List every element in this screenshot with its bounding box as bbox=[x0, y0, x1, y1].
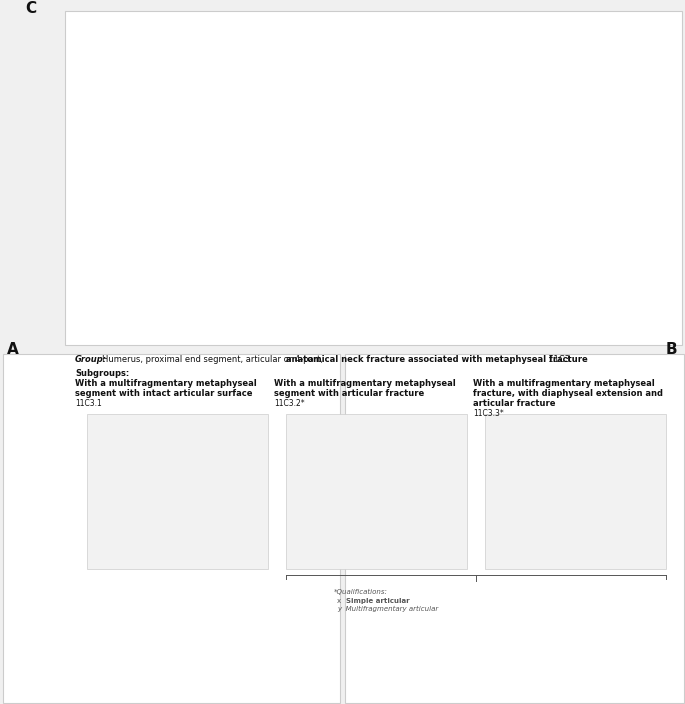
Text: 11C3: 11C3 bbox=[543, 355, 570, 364]
Text: Humerus, proximal end segment, articular or 4-part,: Humerus, proximal end segment, articular… bbox=[102, 355, 323, 364]
Bar bbox=[286, 414, 466, 569]
Bar bbox=[3, 354, 340, 703]
Text: B: B bbox=[666, 342, 677, 357]
Bar bbox=[87, 414, 268, 569]
Text: *Qualifications:: *Qualifications: bbox=[334, 589, 388, 595]
Text: Subgroups:: Subgroups: bbox=[75, 369, 129, 378]
Text: Simple articular: Simple articular bbox=[346, 598, 410, 604]
Text: segment with intact articular surface: segment with intact articular surface bbox=[75, 389, 253, 398]
Text: articular fracture: articular fracture bbox=[473, 399, 556, 408]
Text: With a multifragmentary metaphyseal: With a multifragmentary metaphyseal bbox=[473, 379, 654, 388]
Bar bbox=[485, 414, 666, 569]
Bar bbox=[65, 11, 682, 345]
Text: A: A bbox=[6, 342, 18, 357]
Text: x: x bbox=[337, 598, 345, 604]
Text: anatomical neck fracture associated with metaphyseal fracture: anatomical neck fracture associated with… bbox=[283, 355, 588, 364]
Text: 11C3.3*: 11C3.3* bbox=[473, 409, 503, 418]
Bar bbox=[345, 354, 684, 703]
Text: y  Multifragmentary articular: y Multifragmentary articular bbox=[337, 606, 438, 612]
Text: C: C bbox=[25, 1, 36, 15]
Text: segment with articular fracture: segment with articular fracture bbox=[274, 389, 424, 398]
Text: With a multifragmentary metaphyseal: With a multifragmentary metaphyseal bbox=[274, 379, 456, 388]
Text: Group:: Group: bbox=[75, 355, 107, 364]
Text: 11C3.1: 11C3.1 bbox=[75, 399, 102, 408]
Text: fracture, with diaphyseal extension and: fracture, with diaphyseal extension and bbox=[473, 389, 663, 398]
Text: 11C3.2*: 11C3.2* bbox=[274, 399, 305, 408]
Text: With a multifragmentary metaphyseal: With a multifragmentary metaphyseal bbox=[75, 379, 257, 388]
